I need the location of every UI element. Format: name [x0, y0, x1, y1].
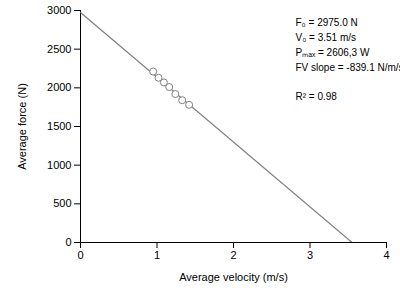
svg-text:Pₘₐₓ = 2606,3 W: Pₘₐₓ = 2606,3 W — [296, 47, 370, 58]
svg-text:R² = 0.98: R² = 0.98 — [296, 91, 338, 102]
svg-text:1: 1 — [154, 249, 160, 261]
svg-text:1000: 1000 — [47, 159, 71, 171]
svg-text:Average velocity (m/s): Average velocity (m/s) — [179, 271, 288, 283]
svg-text:2000: 2000 — [47, 81, 71, 93]
svg-text:Average force (N): Average force (N) — [16, 83, 28, 170]
svg-text:V₀ = 3.51 m/s: V₀ = 3.51 m/s — [296, 32, 357, 43]
svg-text:2: 2 — [230, 249, 236, 261]
svg-text:0: 0 — [77, 249, 83, 261]
svg-text:1500: 1500 — [47, 120, 71, 132]
svg-text:500: 500 — [53, 197, 71, 209]
svg-text:3: 3 — [307, 249, 313, 261]
svg-text:0: 0 — [65, 236, 71, 248]
svg-text:FV slope = -839.1 N/m/s: FV slope = -839.1 N/m/s — [296, 62, 400, 73]
svg-text:F₀ = 2975.0 N: F₀ = 2975.0 N — [296, 17, 358, 28]
svg-text:3000: 3000 — [47, 4, 71, 16]
svg-text:4: 4 — [383, 249, 389, 261]
svg-text:2500: 2500 — [47, 43, 71, 55]
